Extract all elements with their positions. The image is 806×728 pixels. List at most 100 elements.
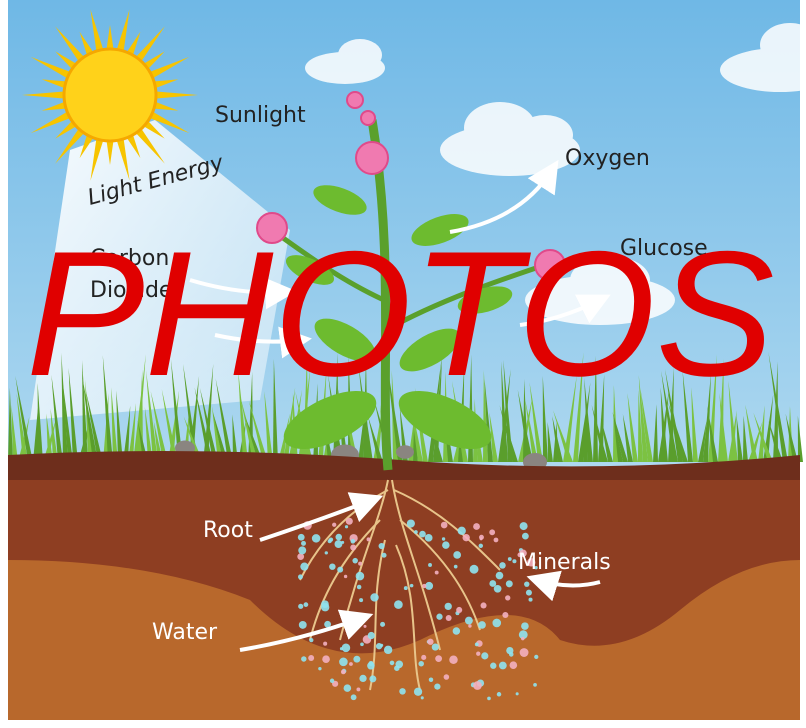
droplet <box>497 692 501 696</box>
droplet <box>390 661 395 666</box>
droplet <box>329 537 333 541</box>
droplet <box>481 602 487 608</box>
droplet <box>330 679 334 683</box>
droplet <box>454 565 458 569</box>
droplet <box>325 551 328 554</box>
droplet <box>384 646 392 654</box>
droplet <box>456 607 462 613</box>
droplet <box>334 540 342 548</box>
droplet <box>506 580 513 587</box>
droplet <box>301 656 306 661</box>
droplet <box>376 643 382 649</box>
droplet <box>349 662 353 666</box>
droplet <box>337 567 343 573</box>
droplet <box>359 675 366 682</box>
droplet <box>481 652 488 659</box>
droplet <box>520 522 528 530</box>
droplet <box>351 694 357 700</box>
droplet <box>414 688 422 696</box>
droplet <box>341 541 344 544</box>
droplet <box>358 562 362 566</box>
droplet <box>533 683 537 687</box>
droplet <box>494 538 499 543</box>
droplet <box>363 625 366 628</box>
droplet <box>410 584 414 588</box>
label-sunlight: Sunlight <box>215 103 306 128</box>
droplet <box>524 581 529 586</box>
droplet <box>353 656 360 663</box>
pebble <box>396 445 414 459</box>
droplet <box>473 523 480 530</box>
droplet <box>332 523 336 527</box>
droplet <box>344 575 347 578</box>
droplet <box>407 519 415 527</box>
droplet <box>487 697 491 701</box>
droplet <box>318 667 321 670</box>
droplet <box>432 643 439 650</box>
droplet <box>425 534 433 542</box>
droplet <box>468 624 471 627</box>
droplet <box>339 658 348 667</box>
droplet <box>382 553 387 558</box>
droplet <box>298 574 303 579</box>
droplet <box>441 522 448 529</box>
droplet <box>529 598 533 602</box>
droplet <box>399 688 405 694</box>
droplet <box>489 529 495 535</box>
droplet <box>321 600 329 608</box>
droplet <box>427 639 433 645</box>
droplet <box>299 621 307 629</box>
droplet <box>341 670 346 675</box>
droplet <box>465 617 473 625</box>
label-minerals: Minerals <box>518 550 611 575</box>
droplet <box>435 655 442 662</box>
droplet <box>480 537 483 540</box>
droplet <box>521 622 529 630</box>
droplet <box>442 537 445 540</box>
droplet <box>340 647 343 650</box>
droplet <box>505 595 510 600</box>
droplet <box>526 590 532 596</box>
droplet <box>521 637 524 640</box>
droplet <box>418 661 424 667</box>
droplet <box>360 642 364 646</box>
sun-disc <box>64 49 156 141</box>
droplet <box>522 533 529 540</box>
droplet <box>479 544 483 548</box>
droplet <box>499 662 507 670</box>
droplet <box>445 603 452 610</box>
droplet <box>419 531 426 538</box>
droplet <box>444 674 450 680</box>
label-water: Water <box>152 620 218 645</box>
droplet <box>475 643 479 647</box>
droplet <box>476 652 480 656</box>
droplet <box>534 655 538 659</box>
droplet <box>453 627 460 634</box>
droplet <box>370 593 378 601</box>
photosynthesis-illustration: Sunlight Light Energy Carbon Dioxide Oxy… <box>0 0 806 728</box>
droplet <box>508 557 512 561</box>
droplet <box>350 545 356 551</box>
droplet <box>356 687 360 691</box>
droplet <box>516 692 519 695</box>
droplet <box>510 661 518 669</box>
droplet <box>335 534 342 541</box>
droplet <box>356 572 365 581</box>
droplet <box>434 683 440 689</box>
label-root: Root <box>203 518 253 543</box>
droplet <box>298 534 305 541</box>
droplet <box>489 580 496 587</box>
droplet <box>490 663 496 669</box>
droplet <box>300 563 308 571</box>
droplet <box>301 541 306 546</box>
droplet <box>367 537 371 541</box>
droplet <box>394 600 403 609</box>
droplet <box>304 602 309 607</box>
droplet <box>394 665 400 671</box>
droplet <box>346 518 353 525</box>
page: Sunlight Light Energy Carbon Dioxide Oxy… <box>0 0 806 728</box>
droplet <box>478 621 486 629</box>
droplet <box>345 525 348 528</box>
droplet <box>463 534 470 541</box>
droplet <box>499 562 506 569</box>
